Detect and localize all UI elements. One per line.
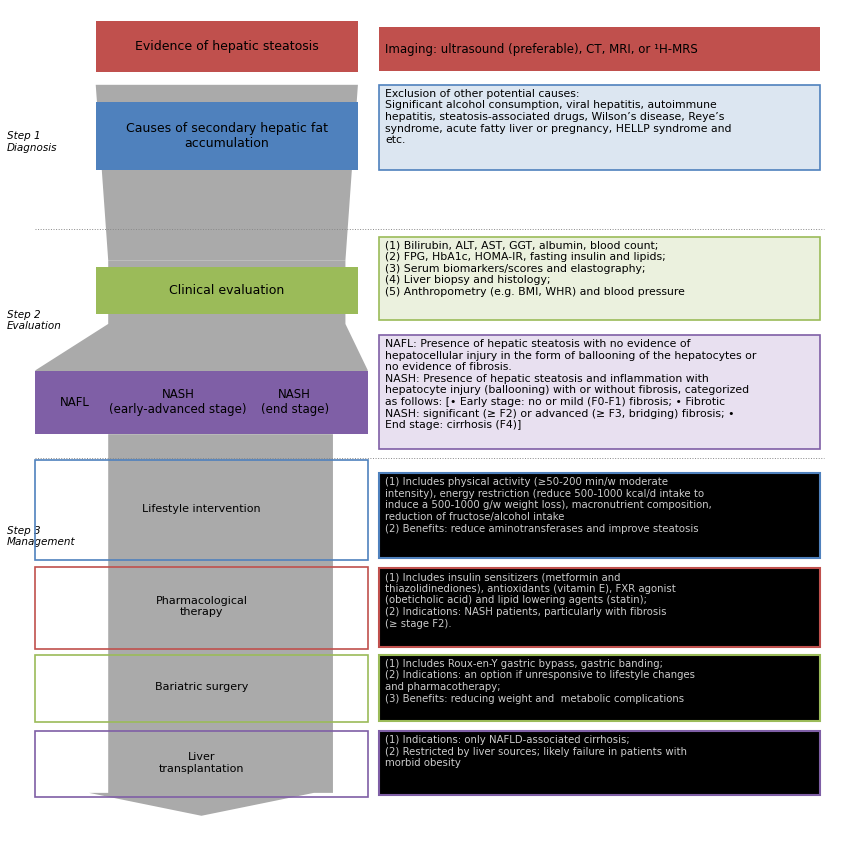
Text: Clinical evaluation: Clinical evaluation bbox=[169, 284, 285, 297]
Text: Bariatric surgery: Bariatric surgery bbox=[155, 682, 248, 692]
Text: Step 3
Management: Step 3 Management bbox=[7, 526, 76, 547]
FancyBboxPatch shape bbox=[35, 371, 368, 434]
Polygon shape bbox=[96, 85, 358, 260]
Text: Lifestyle intervention: Lifestyle intervention bbox=[142, 504, 261, 514]
FancyBboxPatch shape bbox=[96, 267, 358, 314]
FancyBboxPatch shape bbox=[379, 655, 820, 721]
Text: Step 1
Diagnosis: Step 1 Diagnosis bbox=[7, 131, 57, 153]
Text: NAFL: Presence of hepatic steatosis with no evidence of
hepatocellular injury in: NAFL: Presence of hepatic steatosis with… bbox=[385, 339, 756, 430]
Text: NASH
(end stage): NASH (end stage) bbox=[261, 388, 329, 416]
FancyBboxPatch shape bbox=[379, 473, 820, 558]
Text: (1) Includes Roux-en-Y gastric bypass, gastric banding;
(2) Indications: an opti: (1) Includes Roux-en-Y gastric bypass, g… bbox=[385, 659, 695, 704]
FancyBboxPatch shape bbox=[379, 27, 820, 71]
Polygon shape bbox=[35, 260, 368, 432]
Text: (1) Bilirubin, ALT, AST, GGT, albumin, blood count;
(2) FPG, HbA1c, HOMA-IR, fas: (1) Bilirubin, ALT, AST, GGT, albumin, b… bbox=[385, 241, 685, 297]
Text: (1) Includes insulin sensitizers (metformin and
thiazolidinediones), antioxidant: (1) Includes insulin sensitizers (metfor… bbox=[385, 572, 677, 628]
Text: NAFL: NAFL bbox=[60, 396, 90, 409]
FancyBboxPatch shape bbox=[379, 568, 820, 647]
Text: Exclusion of other potential causes:
Significant alcohol consumption, viral hepa: Exclusion of other potential causes: Sig… bbox=[385, 89, 732, 145]
Text: Causes of secondary hepatic fat
accumulation: Causes of secondary hepatic fat accumula… bbox=[126, 121, 328, 150]
FancyBboxPatch shape bbox=[379, 237, 820, 320]
Text: Imaging: ultrasound (preferable), CT, MRI, or ¹H-MRS: Imaging: ultrasound (preferable), CT, MR… bbox=[385, 42, 698, 56]
Text: NASH
(early-advanced stage): NASH (early-advanced stage) bbox=[110, 388, 246, 416]
Polygon shape bbox=[89, 434, 333, 816]
FancyBboxPatch shape bbox=[379, 85, 820, 170]
FancyBboxPatch shape bbox=[96, 21, 358, 72]
Text: Liver
transplantation: Liver transplantation bbox=[159, 752, 244, 774]
Text: Pharmacological
therapy: Pharmacological therapy bbox=[156, 595, 247, 617]
FancyBboxPatch shape bbox=[379, 731, 820, 795]
Text: Evidence of hepatic steatosis: Evidence of hepatic steatosis bbox=[135, 40, 319, 53]
Text: (1) Includes physical activity (≥50-200 min/w moderate
intensity), energy restri: (1) Includes physical activity (≥50-200 … bbox=[385, 477, 712, 533]
FancyBboxPatch shape bbox=[379, 335, 820, 449]
FancyBboxPatch shape bbox=[96, 102, 358, 170]
Text: Step 2
Evaluation: Step 2 Evaluation bbox=[7, 310, 61, 331]
Text: (1) Indications: only NAFLD-associated cirrhosis;
(2) Restricted by liver source: (1) Indications: only NAFLD-associated c… bbox=[385, 735, 688, 768]
